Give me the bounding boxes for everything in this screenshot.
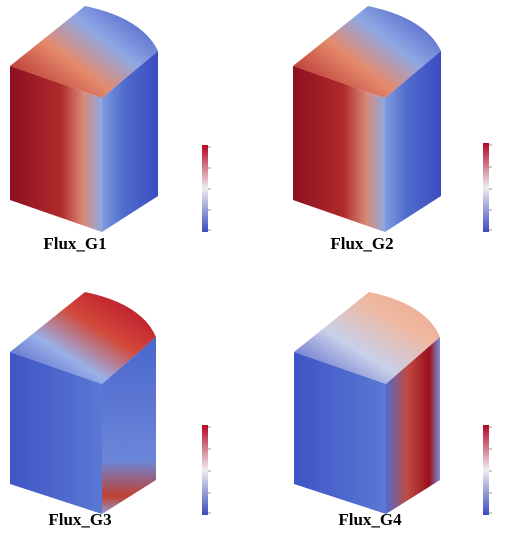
render: [10, 292, 156, 514]
colorbar: [483, 143, 492, 232]
render: [293, 6, 441, 232]
colorbar: [483, 425, 492, 515]
panel-label: Flux_G3: [48, 510, 111, 529]
render: [294, 292, 440, 514]
panel-label: Flux_G1: [43, 234, 106, 253]
colorbar: [202, 145, 211, 232]
render: [10, 6, 158, 232]
panel-label: Flux_G2: [330, 234, 393, 253]
panel-label: Flux_G4: [338, 510, 402, 529]
colorbar: [202, 425, 211, 515]
